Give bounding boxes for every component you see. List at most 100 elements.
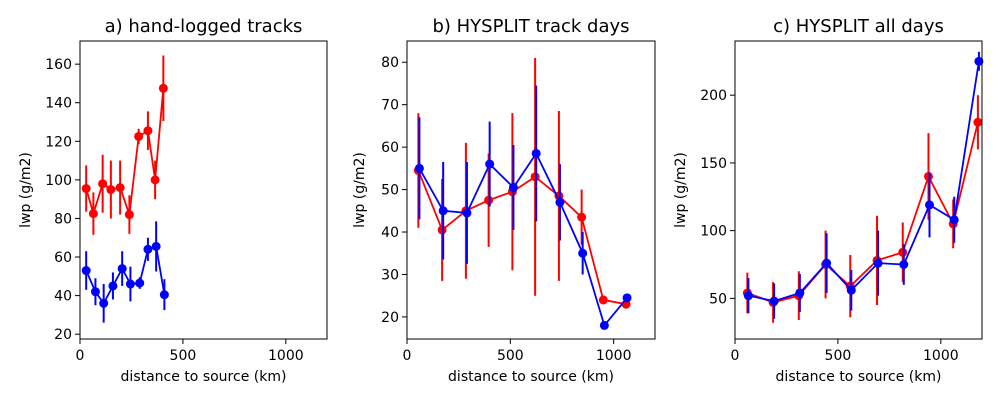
chart-3-series-blue-point-1 [743, 291, 753, 301]
chart-1-xtick-label-1000: 1000 [268, 348, 304, 364]
chart-3-ytick-label-100: 100 [700, 224, 727, 240]
chart-3-series-blue-line [748, 61, 980, 303]
chart-1-title: a) hand-logged tracks [105, 16, 303, 37]
chart-3-title: c) HYSPLIT all days [773, 16, 944, 37]
chart-3-series-blue-point-6 [873, 258, 883, 268]
chart-1-series-red-point-7 [134, 131, 144, 141]
chart-2-series-blue-point-5 [508, 182, 518, 192]
chart-2-ytick-label-30: 30 [381, 267, 399, 283]
chart-3-series-blue-point-5 [846, 285, 856, 295]
chart-3-series-blue-point-8 [925, 200, 935, 210]
chart-3-series-red-point-7 [898, 247, 908, 257]
chart-2-ytick-label-80: 80 [381, 55, 399, 71]
chart-2-title: b) HYSPLIT track days [432, 16, 629, 37]
chart-2-series-red-line [417, 170, 627, 306]
chart-3-series-red-line [747, 122, 979, 304]
chart-2-ytick-label-70: 70 [381, 98, 399, 114]
chart-3-xtick-label-500: 500 [825, 348, 852, 364]
chart-3-series-red-point-8 [923, 171, 933, 181]
chart-2-frame [406, 40, 656, 340]
chart-2-ytick-label-40: 40 [381, 225, 399, 241]
chart-1-ylabel: lwp (g/m2) [18, 152, 34, 228]
chart-1-series-blue-point-3 [99, 298, 109, 308]
chart-3-series-red-point-10 [973, 117, 983, 127]
chart-1: a) hand-logged tracks 0 500 1000 20 40 60 80 100… [18, 16, 328, 385]
chart-3-frame [734, 40, 983, 340]
chart-2-xtick-label-1000: 1000 [596, 348, 632, 364]
chart-3-series-blue [743, 51, 984, 319]
chart-1-xlabel: distance to source (km) [121, 369, 287, 385]
chart-3-series-blue-point-10 [974, 56, 984, 66]
chart-1-series-blue-point-1 [81, 266, 91, 276]
chart-1-ytick-label-40: 40 [54, 289, 72, 305]
chart-2-xtick-label-500: 500 [497, 348, 524, 364]
chart-1-series-red-point-3 [98, 179, 108, 189]
chart-3-ytick-label-150: 150 [700, 156, 727, 172]
chart-2-series-red-point-8 [577, 212, 587, 222]
chart-1-frame [79, 40, 328, 340]
chart-1-series-red-point-6 [124, 210, 134, 220]
chart-3-xtick-label-0: 0 [731, 348, 740, 364]
chart-1-xtick-label-500: 500 [170, 348, 197, 364]
chart-3-ytick-label-200: 200 [700, 88, 727, 104]
chart-3-series-blue-point-3 [795, 288, 805, 298]
chart-2-series-red-point-2 [437, 225, 447, 235]
chart-2-series-blue [414, 85, 632, 330]
chart-1-ytick-label-140: 140 [45, 96, 72, 112]
chart-2: b) HYSPLIT track days 0 500 1000 20 30 40 50 60 7… [352, 16, 656, 385]
chart-2-series-blue-point-7 [555, 197, 565, 207]
chart-1-series-red-line [85, 88, 165, 217]
chart-1-series-blue-point-8 [143, 244, 153, 254]
chart-3-ylabel: lwp (g/m2) [673, 152, 689, 228]
chart-2-series-red-point-4 [484, 195, 494, 205]
chart-2-series-blue-point-8 [578, 248, 588, 258]
chart-3-ytick-label-50: 50 [709, 291, 727, 307]
chart-1-series-blue-point-4 [108, 281, 118, 291]
chart-1-series-blue-point-6 [125, 279, 135, 289]
chart-1-series-red-point-9 [150, 175, 160, 185]
chart-1-ytick-label-160: 160 [45, 57, 72, 73]
chart-2-series-blue-point-9 [599, 320, 609, 330]
chart-1-series-blue-point-10 [159, 290, 169, 300]
chart-3-series-blue-point-4 [822, 258, 832, 268]
chart-3-xlabel: distance to source (km) [776, 369, 942, 385]
chart-2-series-red [413, 57, 631, 309]
chart-1-ytick-label-80: 80 [54, 211, 72, 227]
chart-2-series-blue-point-4 [485, 159, 495, 169]
chart-2-ytick-label-60: 60 [381, 140, 399, 156]
chart-2-series-blue-point-10 [622, 293, 632, 303]
chart-1-series-blue-point-5 [117, 264, 127, 274]
chart-2-xlabel: distance to source (km) [448, 369, 614, 385]
chart-3-xtick-label-1000: 1000 [923, 348, 959, 364]
chart-1-xtick-label-0: 0 [76, 348, 85, 364]
chart-1-series-red-point-4 [106, 185, 116, 195]
chart-1-series-red [81, 55, 168, 235]
chart-2-series-blue-point-1 [414, 163, 424, 173]
chart-1-series-red-point-1 [81, 184, 91, 194]
chart-3: c) HYSPLIT all days 0 500 1000 50 100 150 200 di… [673, 16, 984, 385]
chart-2-ytick-label-50: 50 [381, 183, 399, 199]
chart-1-series-blue-point-9 [151, 241, 161, 251]
chart-1-series-red-point-8 [143, 126, 153, 136]
chart-1-ytick-label-20: 20 [54, 327, 72, 343]
chart-2-ylabel: lwp (g/m2) [352, 152, 368, 228]
chart-2-series-red-point-6 [530, 172, 540, 182]
chart-3-series-blue-point-2 [769, 296, 779, 306]
chart-1-series-blue-point-7 [135, 278, 145, 288]
chart-1-series-blue [81, 221, 169, 323]
chart-2-series-blue-point-2 [438, 206, 448, 216]
chart-1-series-red-point-2 [88, 209, 98, 219]
chart-3-series-blue-point-7 [899, 260, 909, 269]
chart-1-series-red-point-10 [158, 83, 168, 93]
chart-3-series-blue-point-9 [949, 215, 959, 225]
chart-2-series-blue-point-6 [531, 148, 541, 158]
chart-1-series-blue-point-2 [90, 287, 100, 297]
chart-1-ytick-label-60: 60 [54, 250, 72, 266]
chart-1-ytick-label-100: 100 [45, 173, 72, 189]
chart-2-series-blue-line [418, 151, 628, 328]
chart-2-ytick-label-20: 20 [381, 310, 399, 326]
chart-1-series-red-point-5 [115, 183, 125, 193]
chart-2-series-red-point-9 [598, 295, 608, 305]
chart-2-series-blue-point-3 [462, 208, 472, 218]
